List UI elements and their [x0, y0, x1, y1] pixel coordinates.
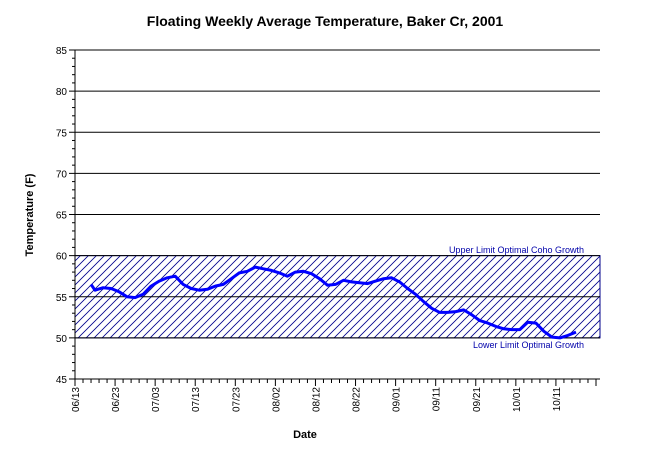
y-tick-label-60: 60: [56, 252, 68, 263]
x-tick-label-1: 06/23: [111, 387, 122, 412]
x-tick-label-9: 09/11: [432, 387, 443, 412]
series-line-group: [89, 265, 577, 340]
x-tick-label-10: 09/21: [472, 387, 483, 412]
y-tick-label-55: 55: [56, 293, 68, 304]
x-tick-label-6: 08/12: [311, 387, 322, 412]
y-tick-label-75: 75: [56, 128, 68, 139]
x-tick-label-11: 10/01: [512, 387, 523, 412]
y-tick-label-45: 45: [56, 375, 68, 386]
y-axis-label: Temperature (F): [24, 173, 36, 256]
band-upper-label: Upper Limit Optimal Coho Growth: [449, 245, 584, 255]
gridlines: [75, 49, 600, 339]
x-axis-label: Date: [293, 429, 317, 441]
x-tick-label-8: 09/01: [392, 387, 403, 412]
x-tick-label-3: 07/13: [191, 387, 202, 412]
x-tick-label-5: 08/02: [271, 387, 282, 412]
y-tick-label-65: 65: [56, 211, 68, 222]
y-tick-label-80: 80: [56, 87, 68, 98]
x-tick-labels: 06/13 06/23 07/03 07/13 07/23 08/02 08/12 08/22…: [71, 387, 563, 412]
axes: [69, 49, 600, 386]
chart-title: Floating Weekly Average Temperature, Bak…: [147, 13, 504, 29]
series-line: [89, 265, 577, 340]
x-tick-label-7: 08/22: [352, 387, 363, 412]
y-tick-label-85: 85: [56, 46, 68, 57]
x-tick-label-0: 06/13: [71, 387, 82, 412]
y-tick-labels: 45 50 55 60 65 70 75 80 85: [56, 46, 68, 386]
x-tick-label-12: 10/11: [552, 387, 563, 412]
x-tick-label-4: 07/23: [231, 387, 242, 412]
band-lower-label: Lower Limit Optimal Growth: [473, 340, 584, 350]
y-tick-label-70: 70: [56, 169, 68, 180]
x-tick-label-2: 07/03: [151, 387, 162, 412]
y-tick-label-50: 50: [56, 334, 68, 345]
